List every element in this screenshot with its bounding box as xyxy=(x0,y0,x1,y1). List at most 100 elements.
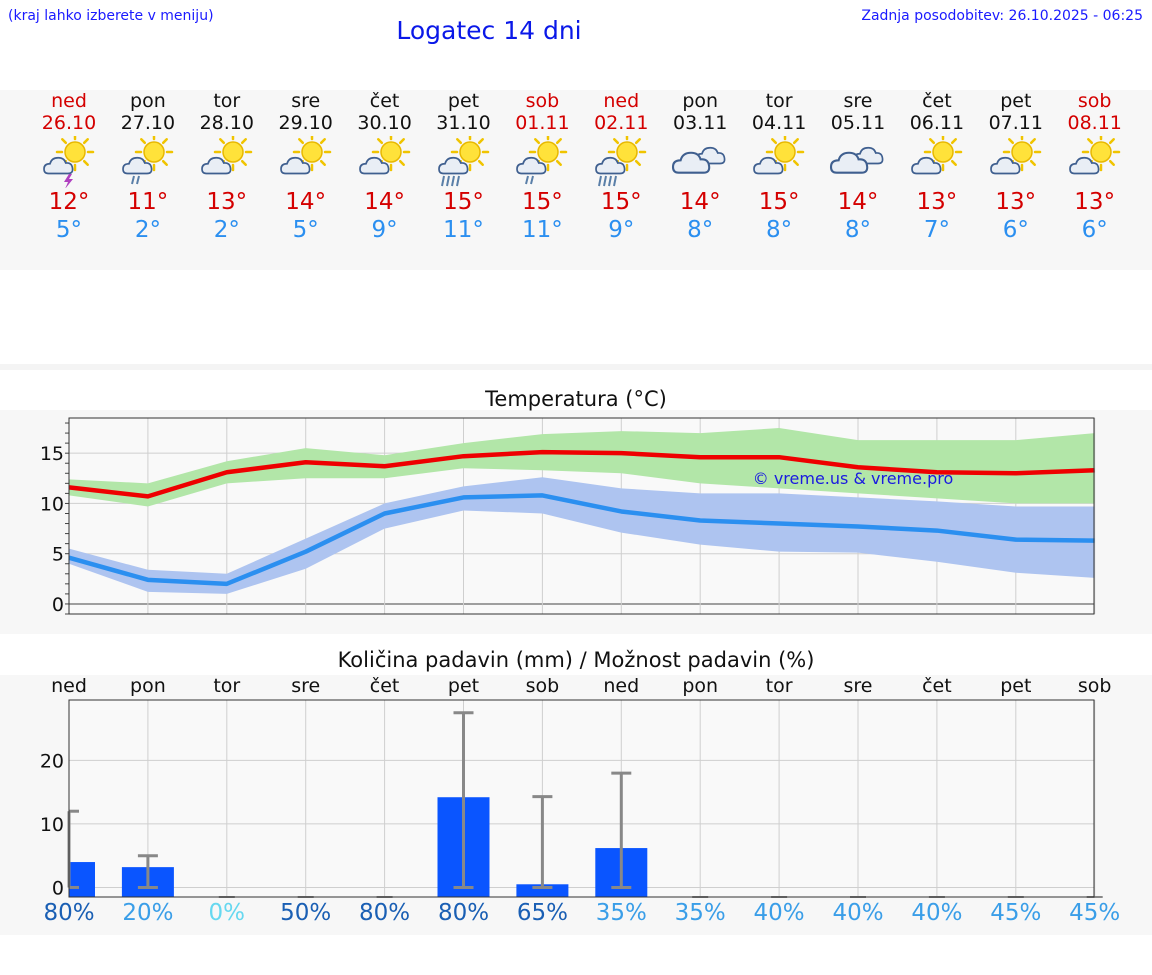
weather-icon-holder xyxy=(424,132,503,188)
weather-icon-holder xyxy=(503,132,582,188)
day-date: 05.11 xyxy=(830,112,886,134)
y-tick-label: 0 xyxy=(52,877,64,899)
min-temp: 11° xyxy=(522,217,563,243)
max-temp: 13° xyxy=(1074,189,1116,215)
temperature-chart-title: Temperatura (°C) xyxy=(485,387,667,411)
max-temp: 13° xyxy=(995,189,1037,215)
day-name: pon xyxy=(682,90,719,112)
day-name: tor xyxy=(213,90,241,112)
precip-chance-label: 20% xyxy=(122,900,174,926)
page-title: Logatec 14 dni xyxy=(396,16,582,45)
min-temp-line xyxy=(68,493,1095,587)
max-temp: 14° xyxy=(679,189,721,215)
precip-day-label: ned xyxy=(603,675,639,697)
sun-cloud-thunder-icon xyxy=(43,132,95,189)
y-tick-label: 0 xyxy=(52,594,64,616)
precip-day-label: pet xyxy=(448,675,479,697)
precip-day-label: pon xyxy=(130,675,166,697)
precip-day-label: sob xyxy=(1078,675,1112,697)
sun-cloud-heavy-rain-icon xyxy=(437,132,489,187)
location-menu-hint[interactable]: (kraj lahko izberete v meniju) xyxy=(8,8,214,24)
precip-error-bar xyxy=(532,795,553,889)
precip-chance-label: 40% xyxy=(753,900,805,926)
weather-icon-holder xyxy=(345,132,424,188)
divider xyxy=(0,364,1152,370)
precip-chance-label: 0% xyxy=(208,900,246,926)
min-temp-band xyxy=(69,477,1095,594)
max-temp-line xyxy=(68,449,1095,499)
day-date: 01.11 xyxy=(515,112,570,134)
precip-chance-label: 35% xyxy=(595,900,647,926)
max-temp: 14° xyxy=(364,189,405,215)
weather-icon-holder xyxy=(30,132,109,189)
sun-cloud-icon xyxy=(279,132,331,175)
day-column: sob 01.11 15° 11° xyxy=(503,90,582,244)
day-column: čet 30.10 14° 9° xyxy=(345,90,424,244)
sun-cloud-icon xyxy=(753,132,805,175)
day-column: čet 06.11 13° 7° xyxy=(897,90,976,244)
day-name: pon xyxy=(130,90,166,112)
sun-cloud-icon xyxy=(1068,132,1120,175)
y-tick-label: 15 xyxy=(40,443,64,465)
min-temp: 8° xyxy=(687,217,714,243)
cloud-icon xyxy=(829,146,884,174)
y-tick-label: 5 xyxy=(52,544,64,566)
day-date: 29.10 xyxy=(278,112,333,134)
weather-icon-holder xyxy=(819,136,898,188)
watermark: © vreme.us & vreme.pro xyxy=(753,469,954,488)
precip-bar xyxy=(69,862,95,897)
sun-cloud-rain-icon xyxy=(122,132,174,185)
day-column: pet 31.10 15° 11° xyxy=(424,90,503,244)
max-temp: 15° xyxy=(758,189,800,215)
precip-day-label: sob xyxy=(526,675,560,697)
day-column: pon 27.10 11° 2° xyxy=(108,90,187,244)
day-column: sre 05.11 14° 8° xyxy=(819,90,898,244)
weather-icon-holder xyxy=(661,136,740,188)
max-temp: 15° xyxy=(443,189,484,215)
cloud-icon xyxy=(672,146,726,174)
day-column: pet 07.11 13° 6° xyxy=(976,90,1055,244)
max-temp: 13° xyxy=(206,189,248,215)
precip-day-label: tor xyxy=(766,675,793,697)
precip-chance-label: 80% xyxy=(43,900,95,926)
day-column: tor 28.10 13° 2° xyxy=(187,90,266,244)
y-tick-label: 20 xyxy=(40,750,64,772)
weather-icon-holder xyxy=(582,132,661,188)
day-name: pet xyxy=(1000,90,1032,112)
day-date: 07.11 xyxy=(988,112,1043,134)
sun-cloud-icon xyxy=(989,132,1042,175)
precip-chart: ned pon tor sre čet pet sob ned pon tor sre čet pet s… xyxy=(40,675,1112,899)
sun-cloud-icon xyxy=(911,132,963,175)
precip-day-label: pon xyxy=(682,675,718,697)
day-column: sob 08.11 13° 6° xyxy=(1055,90,1134,244)
max-temp: 14° xyxy=(285,189,327,215)
min-temp: 2° xyxy=(213,217,240,243)
precip-chance-label: 45% xyxy=(1069,900,1121,926)
day-name: sre xyxy=(291,90,321,112)
weather-icon-holder xyxy=(108,132,187,188)
min-temp: 11° xyxy=(443,217,484,243)
precip-day-label: čet xyxy=(370,675,400,697)
day-name: sob xyxy=(525,90,560,112)
weather-icon-holder xyxy=(1055,132,1134,188)
day-date: 03.11 xyxy=(672,112,728,134)
day-date: 08.11 xyxy=(1067,112,1122,134)
weather-icon-holder xyxy=(187,132,266,188)
max-temp: 15° xyxy=(522,189,563,215)
precip-chart-title: Količina padavin (mm) / Možnost padavin … xyxy=(337,648,815,672)
precip-chance-label: 50% xyxy=(280,900,332,926)
min-temp: 9° xyxy=(608,217,635,243)
min-temp: 6° xyxy=(1081,217,1108,243)
day-date: 28.10 xyxy=(199,112,254,134)
day-name: ned xyxy=(603,90,640,112)
weather-icon-holder xyxy=(740,132,819,188)
day-name: ned xyxy=(51,90,87,112)
day-date: 31.10 xyxy=(436,112,491,134)
max-temp: 11° xyxy=(127,189,169,215)
max-temp: 12° xyxy=(48,189,90,215)
precip-chance-label: 80% xyxy=(437,900,490,926)
precip-day-label: sre xyxy=(844,675,873,697)
day-date: 30.10 xyxy=(357,112,412,134)
precip-chance-label: 40% xyxy=(911,900,963,926)
day-date: 06.11 xyxy=(909,112,965,134)
